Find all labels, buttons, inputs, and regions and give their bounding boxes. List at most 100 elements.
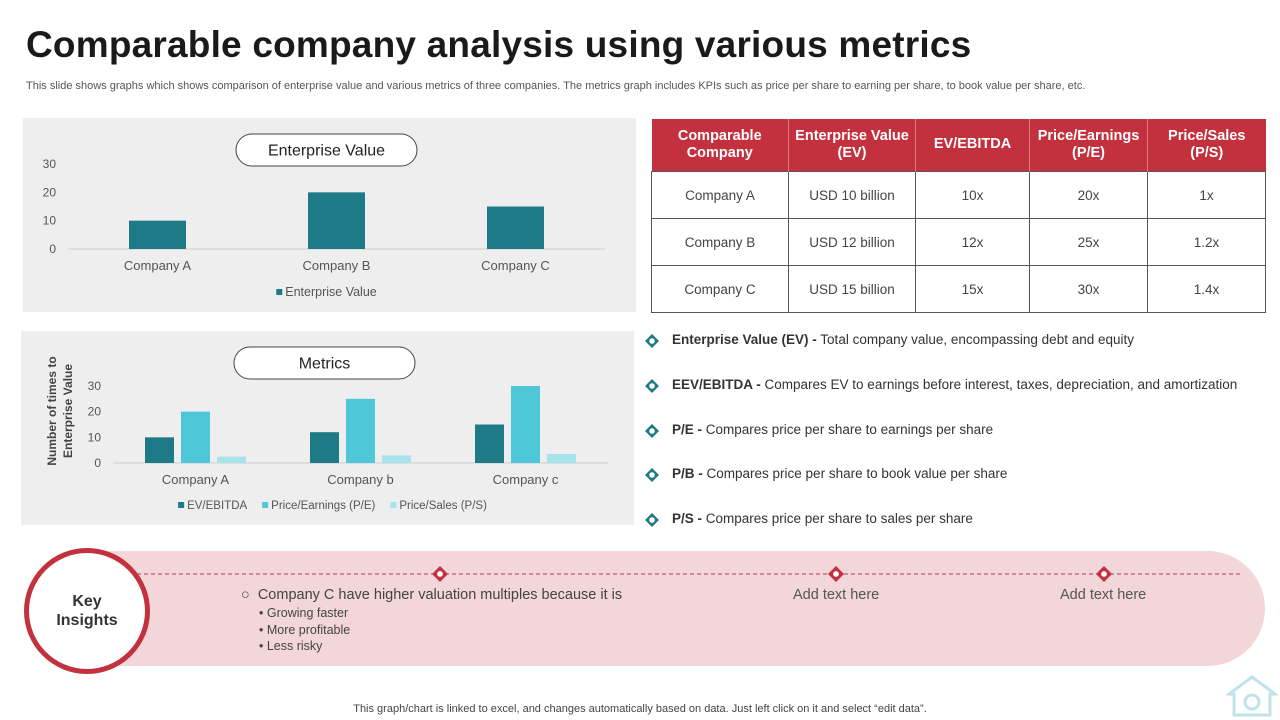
timeline-diamond-icon [1096,566,1112,582]
enterprise-value-chart-panel[interactable]: Enterprise Value 0 10 20 30 Company A Company … [23,118,636,312]
table-cell: 30x [1029,265,1148,313]
definition-term: EEV/EBITDA - [672,377,761,392]
bar-price-earnings-p-e [346,398,375,463]
diamond-marker-icon [645,424,659,438]
bar-enterprise-value [308,192,365,249]
table-cell: 12x [915,218,1030,266]
definition-term: Enterprise Value (EV) - [672,332,817,347]
home-icon[interactable] [1226,674,1278,718]
y-axis-label: Enterprise Value [61,364,75,458]
x-category-label: Company b [327,472,393,487]
legend-swatch [276,289,283,295]
definition-pe: P/E - Compares price per share to earnin… [644,420,1274,442]
definition-ps: P/S - Compares price per share to sales … [644,509,1274,531]
table-header-row: Comparable Company Enterprise Value (EV)… [651,119,1266,172]
definition-ev: Enterprise Value (EV) - Total company va… [644,330,1274,352]
bar-enterprise-value [129,220,186,249]
definition-term: P/E - [672,422,703,437]
y-tick-label: 30 [88,379,102,393]
diamond-marker-icon [645,468,659,482]
placeholder-text[interactable]: Add text here [793,587,880,603]
insight-bullets: Growing faster More profitable Less risk… [259,605,350,655]
chart-title: Enterprise Value [268,143,385,160]
diamond-marker-icon [645,379,659,393]
table-cell: Company A [651,171,789,219]
y-axis-label: Number of times to [45,356,59,465]
table-row: Company C USD 15 billion 15x 30x 1.4x [651,265,1266,313]
table-cell: USD 12 billion [788,218,916,266]
metrics-chart-panel[interactable]: Metrics 0 10 20 30 Company A Company b Company … [21,331,634,525]
timeline-diamond-icon [432,566,448,582]
table-cell: Company B [651,218,789,266]
y-tick-label: 0 [94,456,101,470]
table-cell: USD 10 billion [788,171,916,219]
bar-price-sales-p-s [382,455,411,463]
table-cell: 25x [1029,218,1148,266]
y-tick-label: 20 [88,405,102,419]
definition-text: Compares EV to earnings before interest,… [760,377,1238,392]
chart-title-pill [233,346,416,380]
legend-swatch [178,502,185,508]
y-tick-label: 10 [43,214,57,228]
legend-swatch [390,502,397,508]
definition-ev-ebitda: EEV/EBITDA - Compares EV to earnings bef… [644,375,1274,397]
x-category-label: Company c [493,472,559,487]
metrics-chart[interactable]: Metrics 0 10 20 30 Company A Company b Company … [21,331,634,525]
legend-label: Price/Sales (P/S) [399,500,487,512]
key-insights-label: Key Insights [56,592,118,629]
x-category-label: Company A [124,258,192,273]
table-cell: Company C [651,265,789,313]
table-cell: 10x [915,171,1030,219]
x-category-label: Company A [162,472,230,487]
definition-text: Total company value, encompassing debt a… [816,332,1135,347]
bar-price-sales-p-s [217,456,246,463]
bar-price-sales-p-s [547,454,576,463]
list-item: Growing faster [259,605,350,622]
table-cell: 1.4x [1147,265,1266,313]
insight-main-text: ○ Company C have higher valuation multip… [241,587,622,603]
hollow-bullet-icon: ○ [241,587,258,603]
table-header-cell: Enterprise Value (EV) [788,119,916,172]
table-header-cell: Comparable Company [651,119,789,172]
footer-note: This graph/chart is linked to excel, and… [353,703,927,715]
chart-title-pill [235,133,418,167]
y-tick-label: 20 [43,185,57,199]
enterprise-value-chart[interactable]: Enterprise Value 0 10 20 30 Company A Company … [23,118,636,312]
list-item: Less risky [259,638,350,655]
y-tick-label: 30 [43,157,57,171]
insight-main-label: Company C have higher valuation multiple… [257,587,623,603]
table-cell: 1x [1147,171,1266,219]
definition-text: Compares price per share to book value p… [702,466,1008,481]
diamond-marker-icon [645,513,659,527]
comparison-table: Comparable Company Enterprise Value (EV)… [651,119,1266,313]
placeholder-text[interactable]: Add text here [1060,587,1147,603]
definition-text: Compares price per share to sales per sh… [702,511,973,526]
x-category-label: Company C [481,258,550,273]
timeline-diamond-icon [828,566,844,582]
insights-timeline [130,566,1240,582]
table-header-cell: Price/Earnings (P/E) [1029,119,1148,172]
bar-price-earnings-p-e [511,386,540,463]
page-title: Comparable company analysis using variou… [26,24,972,65]
bar-ev-ebitda [145,437,174,463]
legend-swatch [262,502,269,508]
diamond-marker-icon [645,334,659,348]
table-header-cell: EV/EBITDA [915,119,1030,172]
key-insights-circle: Key Insights [24,548,150,674]
chart-title: Metrics [299,356,351,373]
y-tick-label: 10 [88,430,102,444]
table-header-cell: Price/Sales (P/S) [1147,119,1266,172]
definition-term: P/B - [672,466,703,481]
definition-text: Compares price per share to earnings per… [702,422,994,437]
y-tick-label: 0 [49,242,56,256]
table-cell: USD 15 billion [788,265,916,313]
table-row: Company A USD 10 billion 10x 20x 1x [651,171,1266,219]
bar-price-earnings-p-e [181,411,210,463]
table-row: Company B USD 12 billion 12x 25x 1.2x [651,218,1266,266]
definition-term: P/S - [672,511,703,526]
bar-enterprise-value [487,206,544,249]
table-cell: 20x [1029,171,1148,219]
bar-ev-ebitda [310,432,339,463]
table-cell: 15x [915,265,1030,313]
legend-label: EV/EBITDA [187,500,247,512]
